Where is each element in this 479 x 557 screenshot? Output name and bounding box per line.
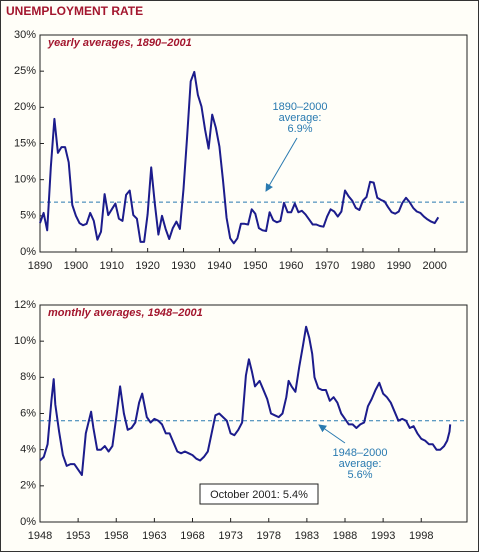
callout-text: October 2001: 5.4% [210,489,308,501]
x-tick-label: 1940 [207,260,231,272]
page-title: UNEMPLOYMENT RATE [6,4,143,18]
reference-label: 5.6% [347,469,372,481]
x-tick-label: 1980 [351,260,375,272]
y-tick-label: 15% [14,137,36,149]
x-tick-label: 1993 [371,530,395,542]
y-tick-label: 6% [20,407,36,419]
y-tick-label: 25% [14,65,36,77]
y-tick-label: 10% [14,335,36,347]
annotation-arrow [318,424,346,444]
annotation: average: [279,112,322,124]
y-tick-label: 8% [20,371,36,383]
reference-label: 6.9% [287,123,312,135]
x-tick-label: 1900 [64,260,88,272]
x-tick-label: 1930 [171,260,195,272]
x-tick-label: 1953 [66,530,90,542]
x-tick-label: 1958 [104,530,128,542]
x-tick-label: 1968 [180,530,204,542]
y-tick-label: 5% [20,210,36,222]
x-tick-label: 1890 [28,260,52,272]
x-tick-label: 1988 [333,530,357,542]
x-tick-label: 1998 [409,530,433,542]
data-line [39,70,440,245]
annotation: average: [339,458,382,470]
x-tick-label: 1990 [387,260,411,272]
x-tick-label: 1948 [28,530,52,542]
y-tick-label: 0% [20,516,36,528]
x-tick-label: 1920 [135,260,159,272]
x-tick-label: 1960 [279,260,303,272]
x-tick-label: 1950 [243,260,267,272]
x-tick-label: 2000 [422,260,446,272]
y-tick-label: 20% [14,101,36,113]
annotation: 1948–2000 [332,447,387,459]
subtitle: monthly averages, 1948–2001 [48,307,203,319]
y-tick-label: 4% [20,444,36,456]
annotation: 1890–2000 [272,101,327,113]
x-tick-label: 1963 [142,530,166,542]
x-tick-label: 1978 [257,530,281,542]
callout-box [199,483,319,505]
x-tick-label: 1970 [315,260,339,272]
data-line [39,325,452,476]
y-tick-label: 0% [20,246,36,258]
y-tick-label: 10% [14,174,36,186]
y-tick-label: 12% [14,299,36,311]
x-tick-label: 1973 [218,530,242,542]
y-tick-label: 30% [14,29,36,41]
x-tick-label: 1983 [295,530,319,542]
annotation-arrow [265,137,298,192]
subtitle: yearly averages, 1890–2001 [47,37,192,49]
x-tick-label: 1910 [100,260,124,272]
y-tick-label: 2% [20,480,36,492]
